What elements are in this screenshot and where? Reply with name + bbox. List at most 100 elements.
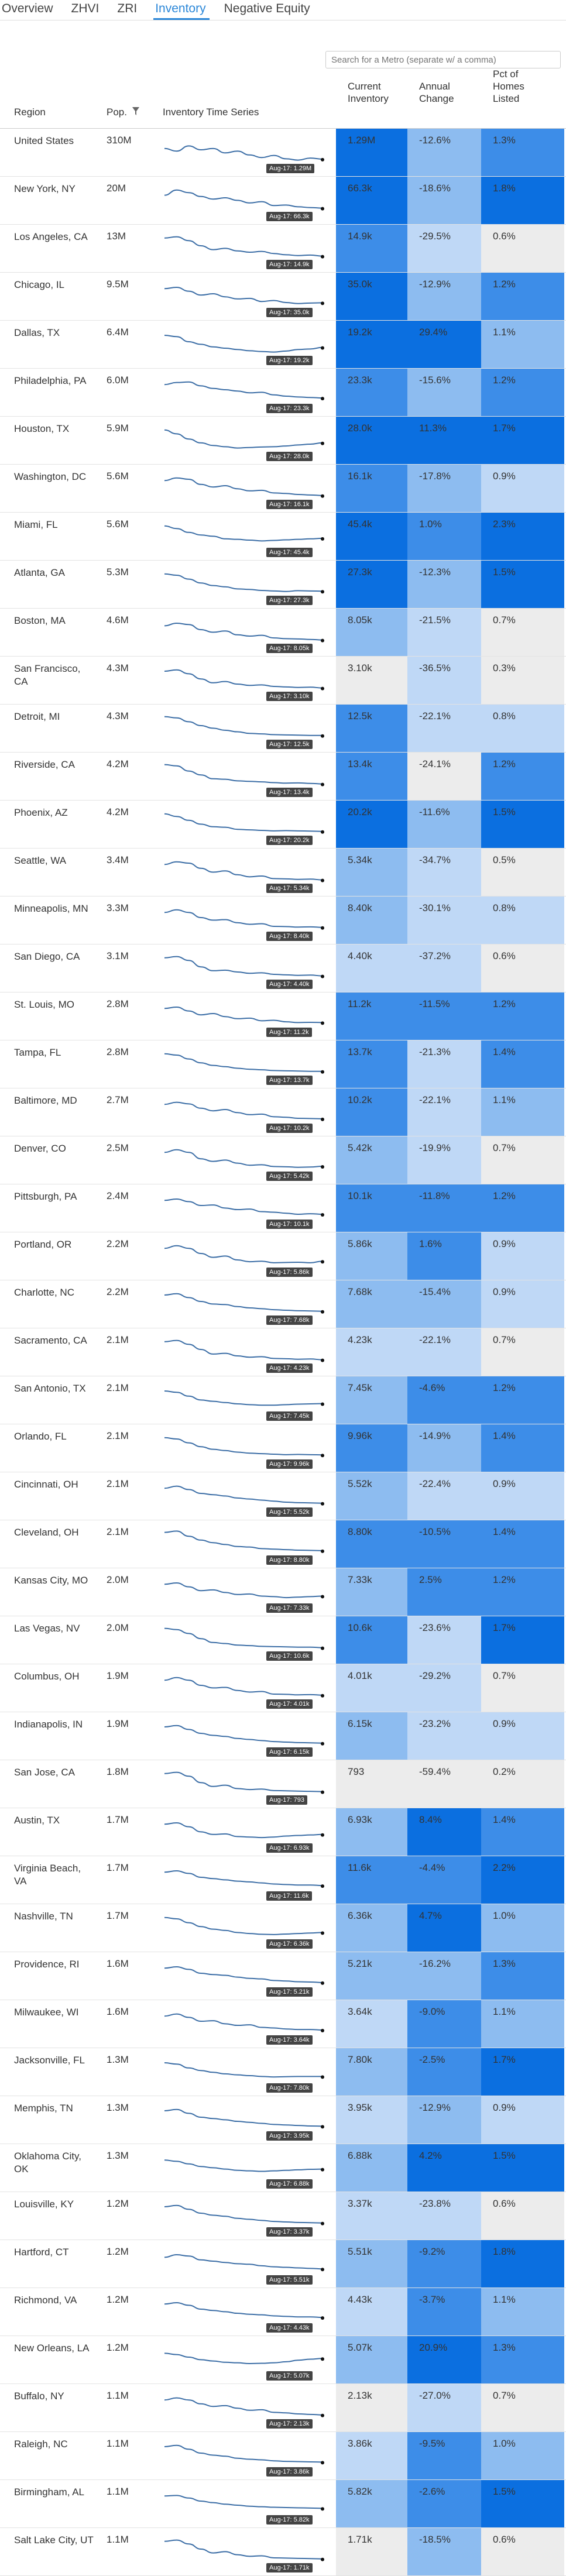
table-row[interactable]: San Jose, CA 1.8M Aug-17: 793 793 -59.4% 0.2% — [0, 1760, 566, 1808]
inventory-sparkline[interactable] — [161, 1043, 331, 1086]
table-row[interactable]: Kansas City, MO 2.0M Aug-17: 7.33k 7.33k 2.5… — [0, 1568, 566, 1616]
region-name[interactable]: Cleveland, OH — [14, 1527, 79, 1538]
region-name[interactable]: Memphis, TN — [14, 2103, 73, 2114]
region-name[interactable]: Houston, TX — [14, 423, 70, 434]
table-row[interactable]: Atlanta, GA 5.3M Aug-17: 27.3k 27.3k -12.3% 1… — [0, 561, 566, 609]
inventory-sparkline[interactable] — [161, 131, 331, 174]
table-row[interactable]: Birmingham, AL 1.1M Aug-17: 5.82k 5.82k -2.6… — [0, 2480, 566, 2528]
inventory-sparkline[interactable] — [161, 755, 331, 798]
table-row[interactable]: Minneapolis, MN 3.3M Aug-17: 8.40k 8.40k -30… — [0, 897, 566, 944]
region-name[interactable]: Austin, TX — [14, 1815, 60, 1826]
inventory-sparkline[interactable] — [161, 1523, 331, 1566]
inventory-sparkline[interactable] — [161, 1955, 331, 1998]
inventory-sparkline[interactable] — [161, 1235, 331, 1278]
table-row[interactable]: Columbus, OH 1.9M Aug-17: 4.01k 4.01k -29.2%… — [0, 1664, 566, 1712]
inventory-sparkline[interactable] — [161, 227, 331, 270]
inventory-sparkline[interactable] — [161, 899, 331, 942]
table-row[interactable]: Portland, OR 2.2M Aug-17: 5.86k 5.86k 1.6% 0.… — [0, 1232, 566, 1280]
table-row[interactable]: Dallas, TX 6.4M Aug-17: 19.2k 19.2k 29.4% 1.1… — [0, 321, 566, 369]
table-row[interactable]: Cincinnati, OH 2.1M Aug-17: 5.52k 5.52k -22.… — [0, 1472, 566, 1520]
inventory-sparkline[interactable] — [161, 2194, 331, 2238]
inventory-sparkline[interactable] — [161, 1139, 331, 1182]
region-name[interactable]: United States — [14, 135, 74, 146]
inventory-sparkline[interactable] — [161, 851, 331, 894]
table-row[interactable]: Detroit, MI 4.3M Aug-17: 12.5k 12.5k -22.1% 0… — [0, 705, 566, 753]
inventory-sparkline[interactable] — [161, 2146, 331, 2190]
region-name[interactable]: Virginia Beach, VA — [14, 1863, 81, 1887]
column-header-pct[interactable]: Pct of Homes Listed — [493, 68, 524, 105]
region-name[interactable]: Salt Lake City, UT — [14, 2534, 94, 2546]
region-name[interactable]: New York, NY — [14, 183, 76, 194]
inventory-sparkline[interactable] — [161, 2530, 331, 2574]
inventory-sparkline[interactable] — [161, 1619, 331, 1662]
table-row[interactable]: Buffalo, NY 1.1M Aug-17: 2.13k 2.13k -27.0% 0… — [0, 2384, 566, 2432]
tab-inventory[interactable]: Inventory — [153, 0, 210, 20]
region-name[interactable]: New Orleans, LA — [14, 2343, 90, 2354]
region-name[interactable]: Tampa, FL — [14, 1047, 61, 1058]
table-row[interactable]: Raleigh, NC 1.1M Aug-17: 3.86k 3.86k -9.5% 1.… — [0, 2432, 566, 2480]
inventory-sparkline[interactable] — [161, 179, 331, 222]
table-row[interactable]: Salt Lake City, UT 1.1M Aug-17: 1.71k 1.71k… — [0, 2528, 566, 2576]
inventory-sparkline[interactable] — [161, 1091, 331, 1134]
table-row[interactable]: New Orleans, LA 1.2M Aug-17: 5.07k 5.07k 20.… — [0, 2336, 566, 2384]
table-row[interactable]: Las Vegas, NV 2.0M Aug-17: 10.6k 10.6k -23.6… — [0, 1616, 566, 1664]
table-row[interactable]: Phoenix, AZ 4.2M Aug-17: 20.2k 20.2k -11.6% 1… — [0, 801, 566, 849]
region-name[interactable]: Riverside, CA — [14, 759, 75, 770]
region-name[interactable]: Denver, CO — [14, 1143, 66, 1154]
inventory-sparkline[interactable] — [161, 1283, 331, 1326]
table-row[interactable]: Hartford, CT 1.2M Aug-17: 5.51k 5.51k -9.2% 1… — [0, 2240, 566, 2288]
table-row[interactable]: Oklahoma City, OK 1.3M Aug-17: 6.88k 6.88k 4… — [0, 2144, 566, 2192]
region-name[interactable]: San Jose, CA — [14, 1767, 75, 1778]
table-row[interactable]: Denver, CO 2.5M Aug-17: 5.42k 5.42k -19.9% 0.… — [0, 1136, 566, 1184]
inventory-sparkline[interactable] — [161, 1475, 331, 1518]
inventory-sparkline[interactable] — [161, 2051, 331, 2094]
inventory-sparkline[interactable] — [161, 371, 331, 414]
table-row[interactable]: Boston, MA 4.6M Aug-17: 8.05k 8.05k -21.5% 0.… — [0, 609, 566, 657]
inventory-sparkline[interactable] — [161, 1907, 331, 1950]
region-name[interactable]: Minneapolis, MN — [14, 903, 88, 914]
inventory-sparkline[interactable] — [161, 611, 331, 654]
region-name[interactable]: Hartford, CT — [14, 2247, 69, 2258]
inventory-sparkline[interactable] — [161, 1859, 331, 1902]
table-row[interactable]: San Antonio, TX 2.1M Aug-17: 7.45k 7.45k -4.… — [0, 1376, 566, 1424]
region-name[interactable]: Phoenix, AZ — [14, 807, 68, 818]
region-name[interactable]: Columbus, OH — [14, 1671, 80, 1682]
inventory-sparkline[interactable] — [161, 1763, 331, 1806]
table-row[interactable]: Pittsburgh, PA 2.4M Aug-17: 10.1k 10.1k -11.… — [0, 1184, 566, 1232]
inventory-sparkline[interactable] — [161, 419, 331, 462]
region-name[interactable]: Jacksonville, FL — [14, 2055, 85, 2066]
column-header-pop[interactable]: Pop. — [107, 106, 140, 118]
table-row[interactable]: United States 310M Aug-17: 1.29M 1.29M -12.6… — [0, 129, 566, 177]
region-name[interactable]: Charlotte, NC — [14, 1287, 74, 1298]
region-name[interactable]: Baltimore, MD — [14, 1095, 77, 1106]
region-name[interactable]: Nashville, TN — [14, 1911, 73, 1922]
inventory-sparkline[interactable] — [161, 2003, 331, 2046]
inventory-sparkline[interactable] — [161, 515, 331, 558]
region-name[interactable]: Orlando, FL — [14, 1431, 67, 1442]
table-row[interactable]: San Francisco, CA 4.3M Aug-17: 3.10k 3.10k -… — [0, 657, 566, 705]
region-name[interactable]: Providence, RI — [14, 1959, 80, 1970]
region-name[interactable]: Kansas City, MO — [14, 1575, 88, 1586]
table-row[interactable]: Richmond, VA 1.2M Aug-17: 4.43k 4.43k -3.7% 1… — [0, 2288, 566, 2336]
inventory-sparkline[interactable] — [161, 2338, 331, 2382]
region-name[interactable]: Richmond, VA — [14, 2295, 77, 2306]
inventory-sparkline[interactable] — [161, 2482, 331, 2526]
table-row[interactable]: New York, NY 20M Aug-17: 66.3k 66.3k -18.6% 1… — [0, 177, 566, 225]
region-name[interactable]: Milwaukee, WI — [14, 2007, 79, 2018]
region-name[interactable]: San Francisco, CA — [14, 663, 81, 687]
table-row[interactable]: Indianapolis, IN 1.9M Aug-17: 6.15k 6.15k -2… — [0, 1712, 566, 1760]
region-name[interactable]: Philadelphia, PA — [14, 375, 87, 386]
inventory-sparkline[interactable] — [161, 1571, 331, 1614]
inventory-sparkline[interactable] — [161, 1187, 331, 1230]
table-row[interactable]: Milwaukee, WI 1.6M Aug-17: 3.64k 3.64k -9.0%… — [0, 2000, 566, 2048]
inventory-sparkline[interactable] — [161, 1331, 331, 1374]
region-name[interactable]: Dallas, TX — [14, 327, 60, 338]
inventory-sparkline[interactable] — [161, 1811, 331, 1854]
table-row[interactable]: Miami, FL 5.6M Aug-17: 45.4k 45.4k 1.0% 2.3% — [0, 513, 566, 561]
table-row[interactable]: Philadelphia, PA 6.0M Aug-17: 23.3k 23.3k -1… — [0, 369, 566, 417]
region-name[interactable]: Portland, OR — [14, 1239, 72, 1250]
table-row[interactable]: Providence, RI 1.6M Aug-17: 5.21k 5.21k -16.… — [0, 1952, 566, 2000]
region-name[interactable]: San Antonio, TX — [14, 1383, 86, 1394]
tab-zri[interactable]: ZRI — [117, 2, 138, 15]
region-name[interactable]: Pittsburgh, PA — [14, 1191, 77, 1202]
